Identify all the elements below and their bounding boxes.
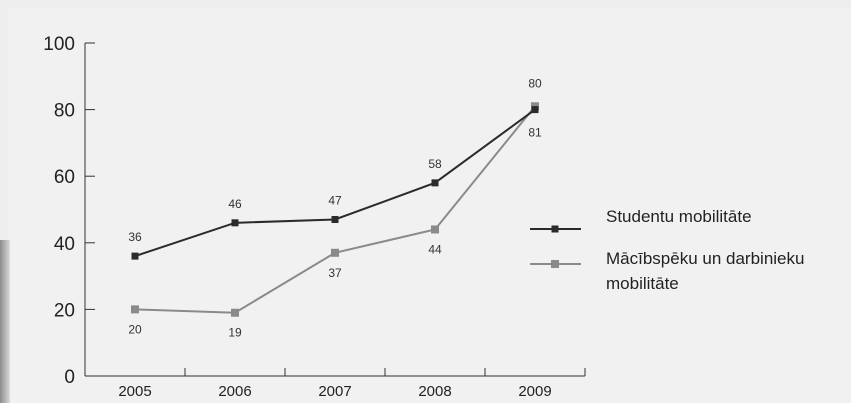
data-point-marker — [431, 179, 439, 187]
x-tick-label: 2009 — [518, 383, 551, 400]
legend-marker-students — [551, 225, 559, 233]
y-tick-label: 0 — [64, 367, 75, 388]
data-point-marker — [231, 308, 239, 317]
data-label: 81 — [528, 125, 542, 139]
y-tick-label: 60 — [54, 167, 75, 188]
y-tick-label: 100 — [43, 34, 75, 55]
x-tick-label: 2005 — [118, 383, 151, 400]
y-axis-ticks: 0 20 40 60 80 100 — [43, 34, 95, 388]
legend-label-staff-line: mobilitāte — [606, 274, 679, 293]
data-label: 19 — [228, 326, 242, 340]
x-tick-label: 2006 — [218, 383, 251, 400]
data-point-marker — [131, 252, 139, 260]
data-point-marker — [231, 219, 239, 227]
data-label: 20 — [128, 322, 142, 336]
legend-marker-staff — [551, 260, 559, 268]
y-tick-label: 20 — [54, 300, 75, 321]
legend: Studentu mobilitāte Mācībspēku un darbini… — [530, 207, 804, 293]
data-label: 80 — [528, 77, 542, 91]
data-point-marker — [331, 215, 339, 223]
data-point-marker — [331, 248, 339, 257]
x-tick-label: 2007 — [318, 383, 351, 400]
data-point-marker — [531, 106, 539, 114]
legend-label-students: Studentu mobilitāte — [606, 207, 752, 226]
x-axis-ticks: 2005 2006 2007 2008 2009 — [118, 368, 586, 400]
data-label: 36 — [128, 230, 142, 244]
axes — [84, 43, 585, 377]
series-line-0 — [134, 108, 536, 258]
x-tick-label: 2008 — [418, 383, 451, 400]
series-lines — [131, 102, 539, 317]
background-photo-edge — [0, 240, 10, 403]
series-line-1 — [134, 105, 536, 314]
data-point-marker — [131, 305, 139, 314]
data-label: 44 — [428, 242, 442, 256]
data-labels: 36 46 47 58 80 20 19 37 44 81 — [128, 77, 542, 340]
data-label: 58 — [428, 157, 442, 171]
data-label: 47 — [328, 193, 342, 207]
y-tick-label: 40 — [54, 234, 75, 255]
data-label: 46 — [228, 197, 242, 211]
y-tick-label: 80 — [54, 101, 75, 122]
data-point-marker — [431, 225, 439, 234]
data-label: 37 — [328, 266, 342, 280]
legend-label-staff-line: Mācībspēku un darbinieku — [606, 249, 804, 268]
chart-panel — [8, 8, 851, 403]
